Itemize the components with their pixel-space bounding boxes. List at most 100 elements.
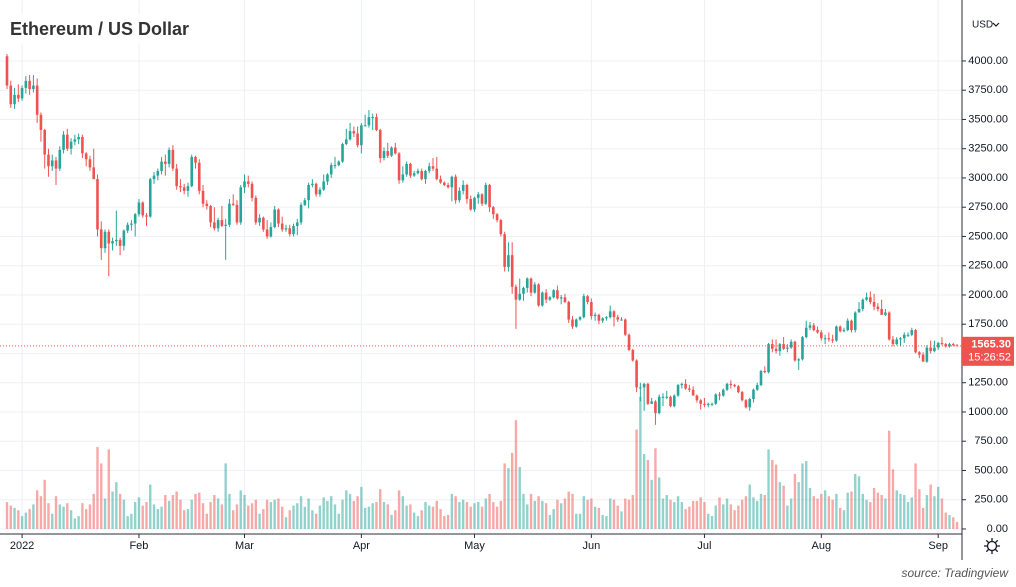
candle-body [510,255,514,287]
volume-bar [752,497,755,529]
volume-bar [111,491,114,529]
gear-teeth[interactable] [984,538,1000,554]
candle-body [43,129,46,155]
candle-body [838,326,842,332]
volume-bar [548,514,552,529]
candle-body [631,349,635,361]
volume-bar [337,513,340,529]
candle-body [228,203,231,225]
x-tick-label: 2022 [10,540,34,552]
currency-selector[interactable]: USD [972,20,993,31]
volume-bar [269,502,273,529]
volume-bar [484,498,487,529]
candle-body [729,383,733,386]
candle-body [77,137,80,140]
volume-bar [861,493,864,529]
candle-body [665,396,669,398]
y-tick-label: 0.00 [987,523,1008,535]
volume-bar [575,513,578,529]
settings-gear[interactable] [984,538,1000,554]
volume-bar [948,514,951,529]
candle-body [514,286,518,300]
volume-bar [182,510,186,529]
candle-body [574,319,578,327]
candle-body [148,179,152,217]
volume-bar [503,463,506,529]
candle-body [499,220,503,235]
volume-bar [367,506,371,529]
volume-bar [311,510,314,529]
candle-body [608,311,612,318]
candle-body [435,168,439,180]
volume-bar [288,510,291,529]
volume-bar [823,490,827,529]
volume-bar [341,499,344,529]
volume-bar [952,517,955,529]
volume-bar [326,500,329,529]
candle-body [944,344,948,347]
gear-ring[interactable] [986,540,998,552]
candle-body [329,165,333,175]
candle-body [9,85,13,105]
volume-bar [386,504,389,529]
y-tick-label: 1000.00 [968,406,1008,418]
volume-bar [375,502,378,529]
volume-bar [661,498,665,529]
y-tick-label: 3750.00 [968,84,1008,96]
candle-body [887,312,891,340]
candle-body [303,200,307,205]
candle-body [13,94,16,105]
candle-body [246,181,250,184]
volume-bar [740,499,744,529]
volume-bar [198,492,201,529]
candle-body [752,389,755,400]
candle-body [24,80,28,88]
volume-bar [612,499,616,529]
candle-body [661,396,665,398]
currency-caret[interactable] [992,22,1000,27]
candle-body [492,207,495,215]
candle-body [62,134,65,150]
volume-bar [235,504,239,529]
volume-bar [84,509,88,529]
volume-bar [167,500,171,529]
candle-body [292,225,295,235]
candle-body [360,125,363,146]
candle-body [458,190,461,201]
volume-bar [590,498,593,529]
volume-bar [81,503,84,529]
candle-body [695,395,699,401]
volume-bar [416,516,420,529]
volume-bar [39,496,43,529]
candle-body [224,224,227,226]
candle-body [220,220,224,226]
candle-body [167,149,171,164]
volume-bar [880,495,883,529]
volume-bar [363,507,367,529]
candle-body [918,352,921,355]
candle-body [940,342,944,345]
volume-bar [699,497,702,529]
candle-body [160,161,163,171]
volume-bar [891,469,895,529]
volume-bar [100,463,103,529]
candle-body [288,228,292,235]
candle-body [872,301,876,307]
volume-bar [43,479,46,529]
candle-body [69,141,73,149]
candle-body [559,297,563,299]
volume-layer [5,396,959,529]
candle-body [699,400,702,404]
volume-bar [439,509,442,529]
candle-body [47,154,50,167]
candle-body [235,204,239,223]
volume-bar [635,429,638,529]
candle-body [857,309,861,313]
volume-bar [529,493,533,529]
volume-bar [348,493,352,529]
candle-body [337,161,341,166]
volume-bar [499,500,503,529]
volume-bar [526,504,529,529]
candle-body [601,318,604,321]
